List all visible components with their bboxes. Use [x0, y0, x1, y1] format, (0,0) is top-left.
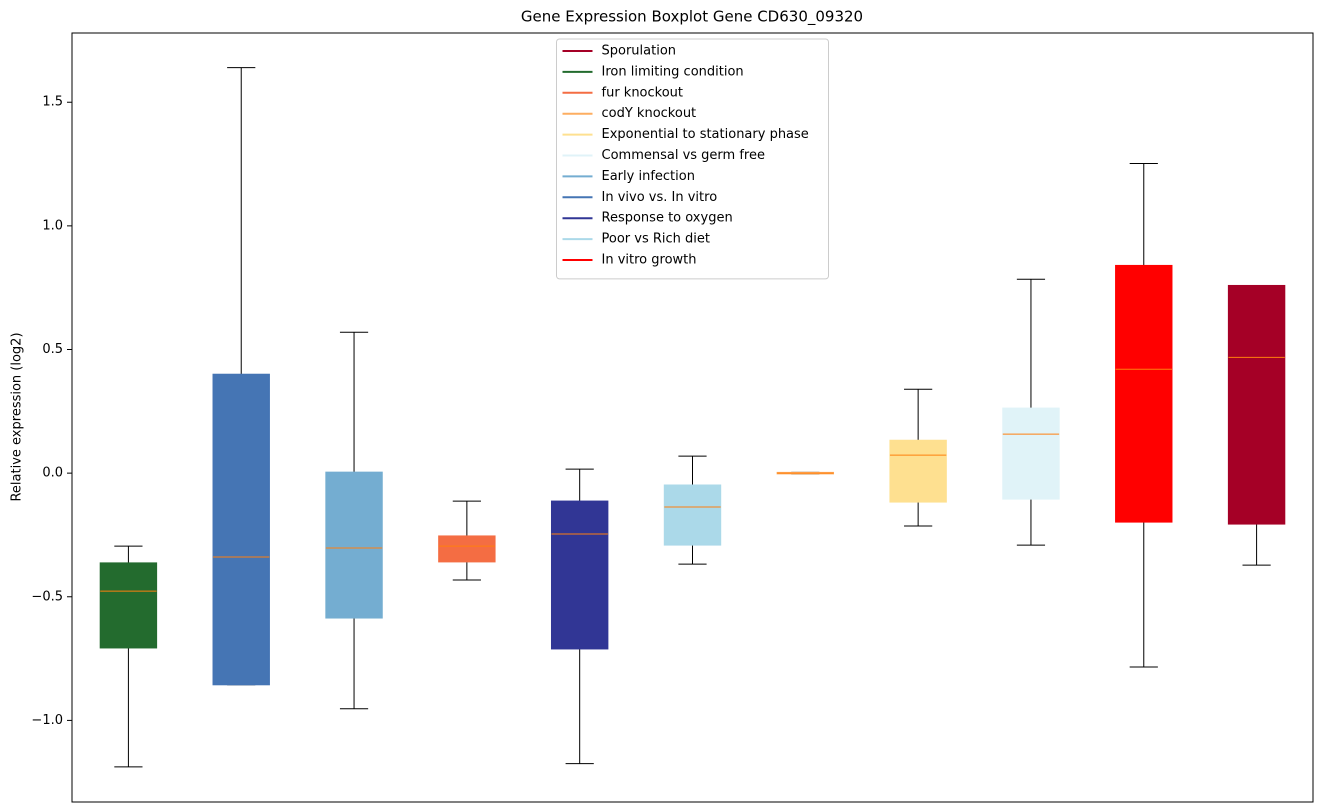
legend-label: Exponential to stationary phase	[602, 127, 809, 142]
box	[1227, 284, 1286, 525]
legend-label: codY knockout	[602, 106, 697, 121]
y-tick-label: 1.5	[42, 95, 63, 110]
y-tick-label: 0.5	[42, 342, 63, 357]
legend-label: Sporulation	[602, 44, 677, 59]
y-tick-label: −0.5	[31, 589, 63, 604]
legend-label: Response to oxygen	[602, 211, 733, 226]
box	[550, 500, 609, 650]
legend-label: Poor vs Rich diet	[602, 232, 710, 247]
box-group	[1002, 278, 1060, 546]
y-axis-label: Relative expression (log2)	[10, 332, 25, 501]
box-group	[438, 500, 496, 581]
box-group	[325, 331, 383, 710]
box	[212, 373, 270, 686]
box	[889, 439, 947, 503]
legend-label: Early infection	[602, 169, 695, 184]
box-group	[1227, 284, 1286, 566]
legend-label: Commensal vs germ free	[602, 148, 765, 163]
box-group	[550, 468, 609, 765]
box-group	[99, 545, 158, 768]
legend-box	[556, 38, 829, 280]
box	[438, 535, 496, 563]
y-tick-label: 1.0	[42, 218, 63, 233]
legend-label: Iron limiting condition	[602, 64, 744, 79]
y-tick-label: −1.0	[31, 713, 63, 728]
box-group	[889, 388, 947, 527]
box	[1002, 407, 1060, 500]
legend-label: fur knockout	[602, 85, 684, 100]
legend-label: In vitro growth	[602, 253, 697, 268]
box	[663, 484, 722, 546]
box-group	[776, 471, 835, 475]
box	[1115, 264, 1173, 523]
box-group	[1115, 163, 1173, 668]
legend-label: In vivo vs. In vitro	[602, 190, 718, 205]
chart-title: Gene Expression Boxplot Gene CD630_09320	[521, 8, 863, 27]
plot-frame	[71, 32, 1314, 803]
box	[99, 562, 158, 649]
y-tick-label: 0.0	[42, 466, 63, 481]
box-group	[212, 67, 270, 686]
box-group	[663, 455, 722, 565]
box	[325, 471, 383, 619]
